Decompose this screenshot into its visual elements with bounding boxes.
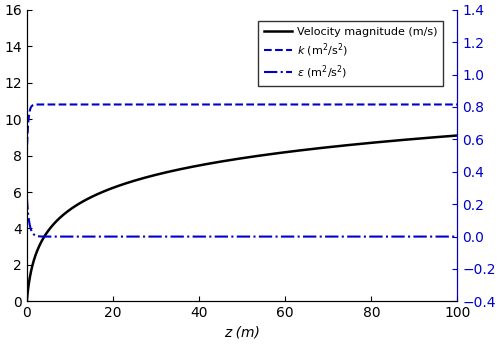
$\varepsilon$ (m$^2$/s$^2$) <box>446 235 452 239</box>
Velocity magnitude (m/s) <box>98 190 104 194</box>
Velocity magnitude (m/s) <box>189 165 195 169</box>
$\varepsilon$ (m$^2$/s$^2$) <box>189 235 195 239</box>
Velocity magnitude (m/s) <box>73 204 79 208</box>
$k$ (m$^2$/s$^2$) <box>76 103 82 107</box>
Line: Velocity magnitude (m/s): Velocity magnitude (m/s) <box>27 136 458 301</box>
$k$ (m$^2$/s$^2$) <box>24 153 30 158</box>
$\varepsilon$ (m$^2$/s$^2$) <box>208 235 214 239</box>
$k$ (m$^2$/s$^2$) <box>98 103 104 107</box>
Velocity magnitude (m/s) <box>24 299 30 303</box>
Line: $\varepsilon$ (m$^2$/s$^2$): $\varepsilon$ (m$^2$/s$^2$) <box>27 196 458 237</box>
Velocity magnitude (m/s) <box>400 138 406 142</box>
Velocity magnitude (m/s) <box>454 133 460 138</box>
$\varepsilon$ (m$^2$/s$^2$) <box>400 235 406 239</box>
$k$ (m$^2$/s$^2$) <box>189 103 195 107</box>
X-axis label: z (m): z (m) <box>224 326 260 340</box>
Velocity magnitude (m/s) <box>208 161 214 165</box>
$\varepsilon$ (m$^2$/s$^2$) <box>24 194 30 198</box>
$k$ (m$^2$/s$^2$) <box>446 103 452 107</box>
$k$ (m$^2$/s$^2$) <box>400 103 406 107</box>
$k$ (m$^2$/s$^2$) <box>73 103 79 107</box>
$\varepsilon$ (m$^2$/s$^2$) <box>454 235 460 239</box>
$\varepsilon$ (m$^2$/s$^2$) <box>73 235 79 239</box>
Velocity magnitude (m/s) <box>446 134 452 138</box>
$k$ (m$^2$/s$^2$) <box>454 103 460 107</box>
$k$ (m$^2$/s$^2$) <box>208 103 214 107</box>
Legend: Velocity magnitude (m/s), $k$ (m$^2$/s$^2$), $\varepsilon$ (m$^2$/s$^2$): Velocity magnitude (m/s), $k$ (m$^2$/s$^… <box>258 21 444 86</box>
Line: $k$ (m$^2$/s$^2$): $k$ (m$^2$/s$^2$) <box>27 105 458 155</box>
$\varepsilon$ (m$^2$/s$^2$) <box>98 235 104 239</box>
